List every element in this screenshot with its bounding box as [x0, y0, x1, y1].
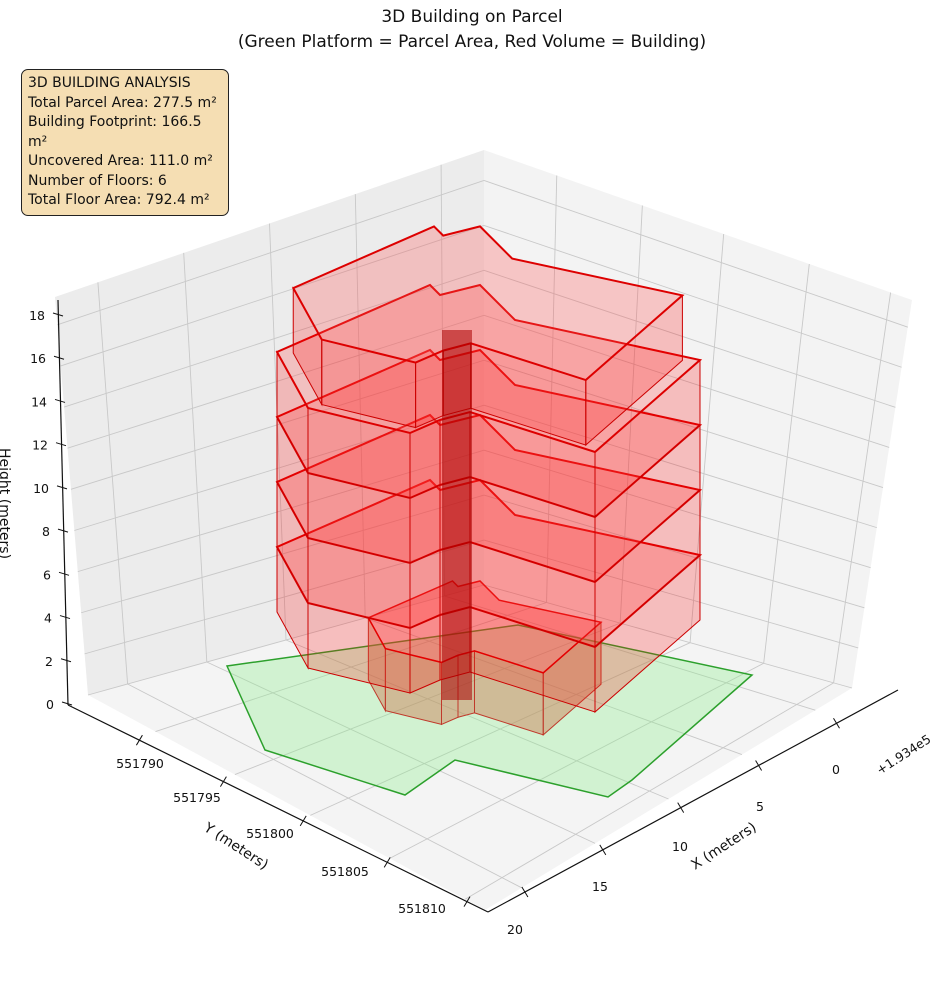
y-axis-line — [67, 704, 489, 913]
z-tick-label: 12 — [32, 438, 48, 453]
z-tick-label: 18 — [29, 308, 45, 323]
x-tick-mark — [521, 886, 529, 898]
gridline — [483, 539, 859, 649]
gridline — [269, 223, 287, 641]
info-heading: 3D BUILDING ANALYSIS — [28, 75, 191, 91]
z-tick-mark — [56, 485, 68, 490]
gridline — [127, 683, 522, 889]
gridline — [763, 263, 810, 664]
parcel-polygon — [225, 624, 754, 798]
gridline — [483, 180, 908, 328]
analysis-info-box: 3D BUILDING ANALYSIS Total Parcel Area: … — [21, 69, 229, 216]
x-tick-label: 10 — [672, 839, 688, 854]
gridline — [483, 314, 890, 448]
floor-6-roof — [291, 225, 685, 382]
gridline — [354, 194, 366, 619]
z-tick-label: 4 — [44, 611, 52, 626]
gridline — [483, 359, 884, 488]
info-line: Uncovered Area: 111.0 m² — [28, 153, 213, 169]
gridline — [285, 639, 669, 800]
y-tick-label: 551810 — [398, 901, 446, 916]
y-tick-label: 551800 — [246, 826, 294, 841]
gridline — [483, 494, 865, 609]
gridline — [483, 404, 877, 529]
z-tick-mark — [59, 615, 71, 620]
y-tick-label: 551805 — [321, 864, 369, 879]
z-tick-mark — [53, 355, 65, 360]
floor-6-side-face — [415, 349, 444, 429]
parcel-platform — [225, 624, 754, 798]
y-tick-label: 551795 — [173, 790, 221, 805]
x-tick-label: 15 — [592, 879, 608, 894]
z-axis-line — [57, 299, 69, 706]
x-tick-mark — [677, 802, 685, 813]
y-tick-mark — [135, 734, 143, 746]
x-tick-label: 0 — [832, 762, 840, 777]
left-pane — [55, 150, 484, 695]
x-axis-label: X (meters) — [688, 819, 759, 873]
z-tick-mark — [55, 442, 67, 447]
gridline — [483, 269, 896, 408]
building-volume — [275, 225, 703, 736]
gridline — [689, 233, 725, 643]
gridline — [483, 584, 853, 689]
z-tick-mark — [60, 658, 72, 663]
gridline — [444, 595, 816, 711]
y-tick-mark — [383, 857, 391, 868]
y-tick-mark — [219, 776, 227, 787]
z-tick-label: 2 — [45, 654, 53, 669]
gridline — [833, 292, 892, 683]
x-tick-mark — [833, 718, 840, 729]
x-offset-label: +1.934e5 — [873, 731, 933, 777]
z-tick-label: 0 — [46, 697, 54, 712]
y-tick-mark — [299, 815, 307, 827]
z-tick-label: 14 — [31, 394, 47, 409]
z-tick-mark — [54, 398, 66, 403]
gridline — [97, 282, 129, 685]
z-tick-label: 10 — [33, 481, 49, 496]
floor-pane — [88, 585, 852, 910]
tick-labels: 0 2 4 6 8 10 12 14 16 18 551790 551795 551800 551805 5… — [29, 308, 840, 937]
x-tick-label: 5 — [756, 799, 764, 814]
x-tick-label: 20 — [507, 922, 523, 937]
z-tick-mark — [61, 701, 73, 706]
info-line: Number of Floors: 6 — [28, 172, 167, 189]
info-line: Total Floor Area: 792.4 m² — [28, 192, 210, 208]
floor-5-roof — [275, 283, 703, 454]
x-axis-line — [487, 689, 899, 913]
x-tick-mark — [755, 760, 763, 771]
gridline — [483, 224, 902, 368]
axis-lines — [57, 299, 899, 913]
z-tick-label: 8 — [42, 524, 50, 539]
gridline — [365, 617, 743, 756]
gridline — [546, 175, 558, 603]
chart-title: 3D Building on Parcel — [381, 7, 563, 27]
z-tick-mark — [58, 571, 70, 576]
z-tick-mark — [52, 312, 64, 317]
axes-panes — [55, 150, 912, 910]
gridline — [619, 205, 643, 624]
chart-subtitle: (Green Platform = Parcel Area, Red Volum… — [237, 32, 707, 52]
y-tick-label: 551790 — [116, 756, 164, 771]
x-tick-mark — [599, 844, 607, 856]
gridline — [206, 661, 596, 844]
y-tick-mark — [463, 896, 471, 907]
right-pane — [484, 150, 912, 688]
building-core — [442, 330, 472, 700]
z-tick-label: 6 — [43, 567, 51, 582]
info-line: Building Footprint: 166.5 m² — [28, 114, 202, 150]
z-tick-mark — [57, 528, 69, 533]
gridline — [183, 252, 208, 663]
z-tick-label: 16 — [30, 351, 46, 366]
info-line: Total Parcel Area: 277.5 m² — [28, 94, 217, 111]
z-axis-label: Height (meters) — [0, 448, 12, 559]
